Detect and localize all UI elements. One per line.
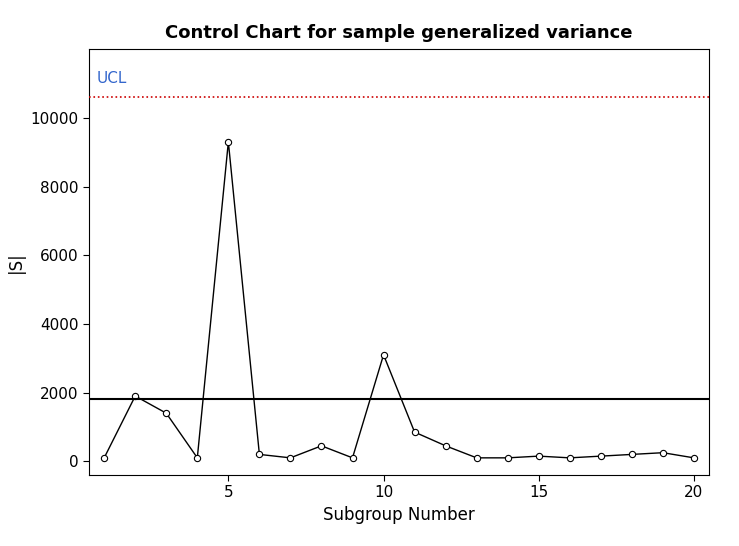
Y-axis label: |S|: |S| bbox=[7, 251, 24, 273]
X-axis label: Subgroup Number: Subgroup Number bbox=[323, 506, 475, 524]
Text: UCL: UCL bbox=[96, 72, 127, 86]
Title: Control Chart for sample generalized variance: Control Chart for sample generalized var… bbox=[166, 24, 633, 42]
